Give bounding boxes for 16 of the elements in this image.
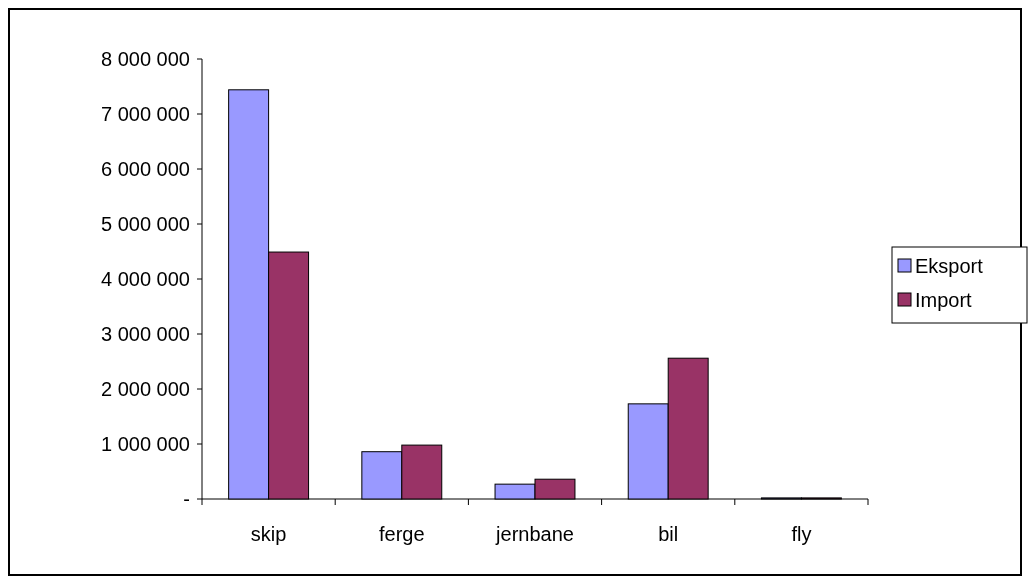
- y-tick-label: 4 000 000: [101, 268, 190, 290]
- x-tick-label: bil: [658, 523, 679, 545]
- legend-label: Import: [915, 289, 973, 311]
- y-tick-label: 2 000 000: [101, 378, 190, 400]
- y-tick-label: 6 000 000: [101, 158, 190, 180]
- x-tick-label: jernbane: [495, 523, 574, 545]
- y-tick-label: 5 000 000: [101, 213, 190, 235]
- x-tick-label: fly: [791, 523, 812, 545]
- x-tick-label: skip: [250, 523, 287, 545]
- y-tick-label: 7 000 000: [101, 103, 190, 125]
- y-tick-label: 8 000 000: [101, 48, 190, 70]
- y-tick-label: -: [183, 488, 190, 510]
- y-tick-label: 3 000 000: [101, 323, 190, 345]
- legend-label: Eksport: [915, 255, 984, 277]
- y-tick-label: 1 000 000: [101, 433, 190, 455]
- x-tick-label: ferge: [379, 523, 425, 545]
